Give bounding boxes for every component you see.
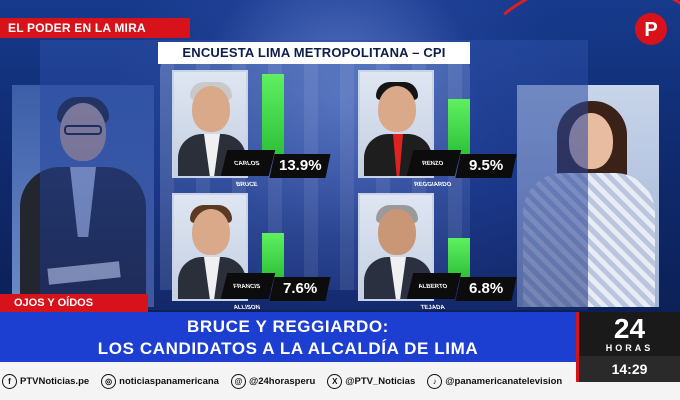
candidate-first-name: ALBERTO	[417, 284, 449, 290]
ticker-end	[576, 382, 680, 400]
candidate-percent: 13.9%	[269, 154, 331, 178]
facebook-icon: f	[2, 373, 17, 389]
candidate-name-tag: FRANCIS ALLISON	[220, 273, 276, 311]
candidate-last-name: TEJADA	[420, 305, 446, 311]
instagram-icon: ◎	[101, 373, 117, 389]
candidate-photo	[172, 193, 248, 301]
candidate-percent: 6.8%	[455, 277, 517, 301]
candidate-last-name: ALLISON	[233, 305, 261, 311]
headline-line-2: LOS CANDIDATOS A LA ALCALDÍA DE LIMA	[97, 339, 479, 358]
social-handle: PTVNoticias.pe	[20, 375, 90, 387]
brand-number: 24	[613, 313, 646, 344]
social-item: ◎ noticiaspanamericana	[101, 373, 219, 389]
threads-icon: @	[230, 373, 246, 389]
section-tag: EL PODER EN LA MIRA	[0, 18, 190, 38]
channel-bug: 24 HORAS 14:29	[576, 312, 680, 382]
poll-title: ENCUESTA LIMA METROPOLITANA – CPI	[158, 42, 470, 64]
candidate-percent: 9.5%	[455, 154, 517, 178]
social-handle: noticiaspanamericana	[119, 375, 219, 387]
headline: BRUCE Y REGGIARDO: LOS CANDIDATOS A LA A…	[0, 312, 576, 362]
poll-bar	[262, 233, 284, 277]
candidate-name-tag: CARLOS BRUCE	[220, 150, 276, 188]
candidate-name-tag: RENZO REGGIARDO	[406, 150, 462, 188]
candidate-percent: 7.6%	[269, 277, 331, 301]
social-item: @ @24horasperu	[230, 373, 316, 389]
tiktok-icon: ♪	[427, 373, 443, 389]
social-item: X @PTV_Noticias	[327, 373, 416, 389]
x-icon: X	[327, 373, 343, 389]
social-item: ♪ @panamericanatelevision	[427, 373, 563, 389]
channel-logo-letter: P	[644, 19, 657, 41]
on-air-clock: 14:29	[579, 356, 680, 382]
segment-tag: OJOS Y OÍDOS	[0, 294, 148, 312]
social-item: f PTVNoticias.pe	[2, 373, 90, 389]
social-handle: @panamericanatelevision	[445, 375, 563, 387]
candidate-last-name: REGGIARDO	[413, 182, 453, 188]
candidate-name-tag: ALBERTO TEJADA	[406, 273, 462, 311]
social-bar: f PTVNoticias.pe ◎ noticiaspanamericana @ @…	[0, 362, 576, 400]
brand-word: HORAS	[605, 343, 654, 353]
candidate-last-name: BRUCE	[235, 182, 259, 188]
poll-bar	[262, 74, 284, 154]
headline-line-1: BRUCE Y REGGIARDO:	[187, 317, 389, 336]
poll-bar	[448, 99, 470, 154]
candidate-card: FRANCIS ALLISON 7.6%	[172, 193, 402, 311]
poll-bar	[448, 238, 470, 277]
channel-logo-icon: P	[635, 13, 667, 45]
candidate-first-name: FRANCIS	[232, 284, 262, 290]
social-handle: @PTV_Noticias	[345, 375, 416, 387]
candidate-first-name: RENZO	[421, 161, 445, 167]
candidate-card: ALBERTO TEJADA 6.8%	[358, 193, 588, 311]
candidate-card: RENZO REGGIARDO 9.5%	[358, 70, 588, 188]
candidate-card: CARLOS BRUCE 13.9%	[172, 70, 402, 188]
candidate-first-name: CARLOS	[233, 161, 261, 167]
poll-board: ENCUESTA LIMA METROPOLITANA – CPI CARLOS…	[40, 40, 588, 311]
social-handle: @24horasperu	[248, 375, 316, 387]
